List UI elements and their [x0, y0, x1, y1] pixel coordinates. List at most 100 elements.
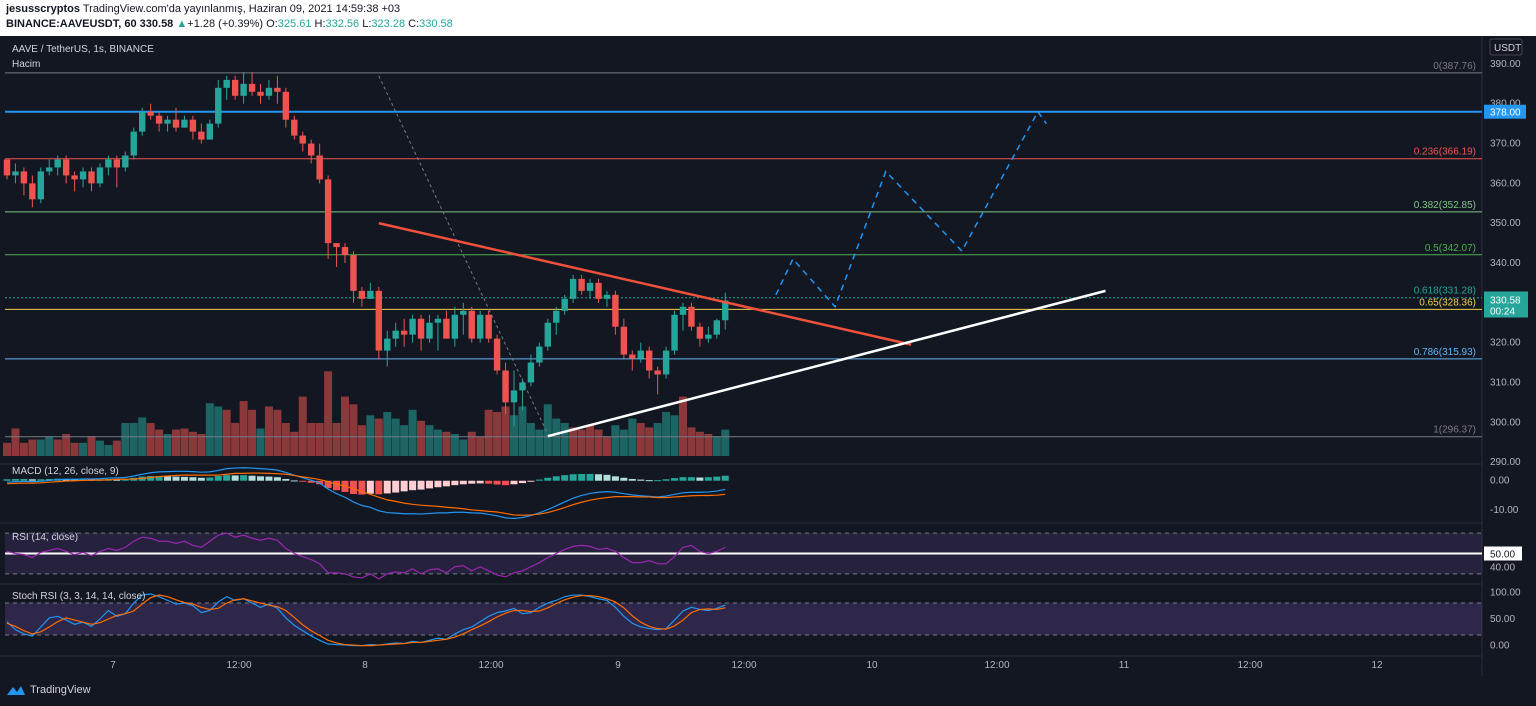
- volume-bar: [695, 431, 704, 456]
- high-label: H:: [314, 18, 326, 30]
- macd-histogram-bar: [696, 477, 704, 481]
- volume-legend[interactable]: Hacim: [12, 59, 41, 70]
- time-tick-label: 8: [362, 660, 368, 671]
- macd-histogram-bar: [189, 477, 197, 481]
- publish-text: TradingView.com'da yayınlanmış, Haziran …: [82, 3, 401, 15]
- candle-body: [460, 310, 467, 315]
- volume-bar: [662, 412, 671, 456]
- author-name[interactable]: jesusscryptos: [6, 3, 80, 15]
- volume-bar: [433, 429, 442, 456]
- publish-header: jesusscryptos TradingView.com'da yayınla…: [0, 0, 1536, 36]
- volume-bar: [95, 440, 104, 456]
- candle-body: [274, 87, 281, 92]
- volume-bar: [594, 429, 603, 456]
- macd-histogram-bar: [468, 480, 476, 484]
- candle-body: [206, 123, 213, 140]
- stoch-legend[interactable]: Stoch RSI (3, 3, 14, 14, close): [12, 591, 146, 602]
- candle-body: [544, 322, 551, 347]
- main-legend-title[interactable]: AAVE / TetherUS, 1s, BINANCE: [12, 44, 154, 55]
- macd-histogram-bar: [282, 478, 290, 481]
- candle-body: [696, 326, 704, 339]
- time-axis[interactable]: 7 12:00 8 12:00 9 12:00 10 12:00 11 12:00 12: [0, 655, 1482, 671]
- macd-histogram-bar: [299, 480, 307, 482]
- macd-histogram-bar: [620, 477, 628, 481]
- candle-body: [12, 171, 19, 176]
- candle-body: [612, 294, 619, 327]
- volume-bar: [653, 423, 662, 456]
- volume-bar: [19, 442, 28, 456]
- candle-body: [181, 119, 188, 128]
- macd-histogram-bar: [603, 474, 611, 481]
- macd-histogram-bar: [442, 480, 450, 487]
- volume-bar: [712, 436, 721, 456]
- candle-body: [502, 370, 509, 403]
- volume-bar: [324, 371, 333, 456]
- candle-body: [231, 79, 239, 96]
- volume-bar: [450, 434, 459, 456]
- candle-body: [198, 131, 205, 140]
- volume-bar: [493, 412, 502, 456]
- volume-bar: [484, 409, 493, 456]
- last-price-text: 330.58: [1490, 296, 1521, 307]
- candle-body: [316, 155, 323, 180]
- fib-level-label: 0.65(328.36): [1419, 297, 1476, 308]
- macd-histogram-bar: [375, 480, 383, 495]
- candle-body: [384, 338, 391, 351]
- volume-bar: [510, 415, 518, 456]
- grid: [0, 36, 1483, 676]
- macd-histogram-bar: [493, 480, 501, 485]
- candle-body: [113, 159, 121, 168]
- volume-bar: [307, 423, 316, 456]
- fibonacci-retracement[interactable]: 0(387.76) 0.236(366.19) 0.382(352.85) 0.5(3…: [5, 61, 1482, 438]
- candle-body: [392, 330, 399, 339]
- macd-histogram-bar: [366, 480, 374, 494]
- macd-legend[interactable]: MACD (12, 26, close, 9): [12, 466, 119, 477]
- fib-level-label: 0.5(342.07): [1425, 243, 1476, 254]
- candle-body: [29, 183, 36, 200]
- macd-histogram-bar: [671, 478, 679, 481]
- time-tick-label: 12:00: [478, 660, 503, 671]
- volume-bar: [163, 434, 172, 456]
- chart-canvas[interactable]: 0(387.76) 0.236(366.19) 0.382(352.85) 0.5(3…: [0, 36, 1536, 676]
- candle-body: [485, 314, 492, 339]
- macd-pane: [3, 467, 729, 520]
- macd-histogram-bar: [611, 476, 619, 481]
- volume-bar: [518, 406, 527, 456]
- volume-bar: [197, 434, 206, 456]
- price-tick-label: 390.00: [1490, 59, 1521, 70]
- macd-histogram-bar: [654, 480, 662, 482]
- currency-label: USDT: [1494, 43, 1521, 54]
- candle-body: [46, 167, 53, 172]
- stoch-rsi-pane: [5, 593, 1482, 647]
- candle-body: [299, 135, 306, 144]
- macd-histogram-bar: [214, 476, 222, 481]
- volume-bar: [569, 427, 578, 456]
- macd-histogram-bar: [358, 480, 366, 495]
- candle-body: [358, 290, 366, 299]
- candle-body: [248, 83, 256, 92]
- candle-body: [350, 255, 357, 291]
- drawings[interactable]: [378, 75, 1106, 438]
- rsi-legend[interactable]: RSI (14, close): [12, 532, 79, 543]
- macd-histogram-bar: [434, 480, 442, 488]
- macd-histogram-bar: [595, 474, 602, 481]
- time-tick-label: 12:00: [731, 660, 756, 671]
- price-tick-label: 310.00: [1490, 377, 1521, 388]
- price-tick-label: 380.00: [1490, 99, 1521, 110]
- volume-bar: [3, 442, 11, 456]
- volume-bar: [298, 396, 307, 456]
- candle-body: [654, 370, 661, 375]
- low-label: L:: [362, 18, 372, 30]
- time-tick-label: 11: [1119, 660, 1130, 671]
- price-tick-label: 340.00: [1490, 258, 1521, 269]
- candle-body: [324, 179, 332, 244]
- macd-histogram-bar: [544, 477, 552, 481]
- price-change: +1.28 (+0.39%): [187, 18, 264, 30]
- tradingview-brand[interactable]: TradingView: [6, 684, 91, 696]
- macd-histogram-bar: [687, 477, 695, 481]
- candle-body: [679, 306, 687, 315]
- candle-body: [468, 310, 475, 339]
- price-axis[interactable]: USDT 390.00 380.00 370.00 360.00 350.00 340.00…: [1484, 38, 1528, 652]
- price-tick-label: 300.00: [1490, 417, 1521, 428]
- fib-level-label: 0(387.76): [1433, 61, 1476, 72]
